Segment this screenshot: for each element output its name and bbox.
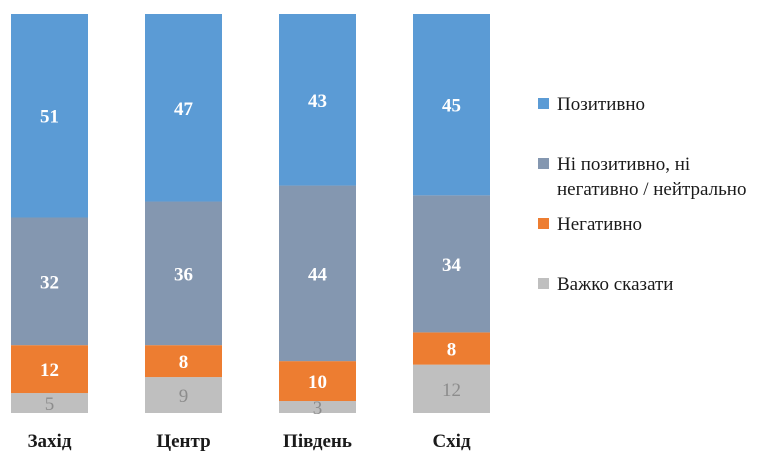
bar-segment-skhid-positive bbox=[413, 14, 490, 196]
category-label-pivden: Південь bbox=[283, 431, 352, 452]
legend-swatch-negative bbox=[538, 218, 549, 229]
legend-swatch-neutral bbox=[538, 158, 549, 169]
data-label-zakhid-hard-to-say: 5 bbox=[45, 394, 55, 415]
bar-segment-pivden-neutral bbox=[279, 185, 356, 362]
legend-label-hard-to-say: Важко сказати bbox=[557, 274, 674, 295]
legend-item-negative: Негативно bbox=[538, 212, 642, 237]
data-label-zakhid-neutral: 32 bbox=[40, 272, 59, 293]
data-label-skhid-hard-to-say: 12 bbox=[442, 380, 461, 401]
bar-segment-tsentr-neutral bbox=[145, 201, 222, 346]
bar-segment-zakhid-neutral bbox=[11, 217, 88, 346]
data-label-pivden-positive: 43 bbox=[308, 91, 327, 112]
data-label-skhid-negative: 8 bbox=[447, 340, 457, 361]
data-label-skhid-neutral: 34 bbox=[442, 255, 462, 276]
bar-segment-tsentr-hard-to-say bbox=[145, 377, 222, 413]
legend-label-positive: Позитивно bbox=[557, 94, 646, 115]
data-label-pivden-neutral: 44 bbox=[308, 264, 328, 285]
bar-segment-tsentr-positive bbox=[145, 14, 222, 202]
bar-segment-skhid-hard-to-say bbox=[413, 364, 490, 413]
data-label-tsentr-negative: 8 bbox=[179, 352, 189, 373]
bar-segment-zakhid-negative bbox=[11, 345, 88, 394]
category-label-tsentr: Центр bbox=[156, 431, 210, 452]
category-label-skhid: Схід bbox=[432, 431, 471, 452]
legend-item-neutral: Ні позитивно, ні негативно / нейтрально bbox=[538, 152, 746, 202]
bar-segment-tsentr-negative bbox=[145, 345, 222, 378]
legend-item-positive: Позитивно bbox=[538, 92, 645, 117]
bar-segment-skhid-neutral bbox=[413, 195, 490, 333]
data-label-tsentr-hard-to-say: 9 bbox=[179, 386, 189, 407]
data-label-zakhid-positive: 51 bbox=[40, 107, 59, 128]
bar-segment-zakhid-positive bbox=[11, 14, 88, 218]
data-label-pivden-hard-to-say: 3 bbox=[313, 398, 323, 419]
bar-segment-pivden-hard-to-say bbox=[279, 401, 356, 413]
bar-segment-zakhid-hard-to-say bbox=[11, 393, 88, 413]
category-label-zakhid: Захід bbox=[28, 431, 72, 452]
bar-segment-pivden-positive bbox=[279, 14, 356, 186]
legend-item-hard-to-say: Важко сказати bbox=[538, 272, 673, 297]
legend-label-neutral: Ні позитивно, ні негативно / нейтрально bbox=[557, 154, 747, 200]
legend-label-negative: Негативно bbox=[557, 214, 642, 235]
data-label-tsentr-neutral: 36 bbox=[174, 264, 193, 285]
bar-segment-skhid-negative bbox=[413, 332, 490, 365]
legend-swatch-hard-to-say bbox=[538, 278, 549, 289]
data-label-skhid-positive: 45 bbox=[442, 96, 461, 117]
bar-segment-pivden-negative bbox=[279, 361, 356, 402]
data-label-pivden-negative: 10 bbox=[308, 372, 327, 393]
data-label-tsentr-positive: 47 bbox=[174, 99, 194, 120]
legend-swatch-positive bbox=[538, 98, 549, 109]
data-label-zakhid-negative: 12 bbox=[40, 360, 59, 381]
